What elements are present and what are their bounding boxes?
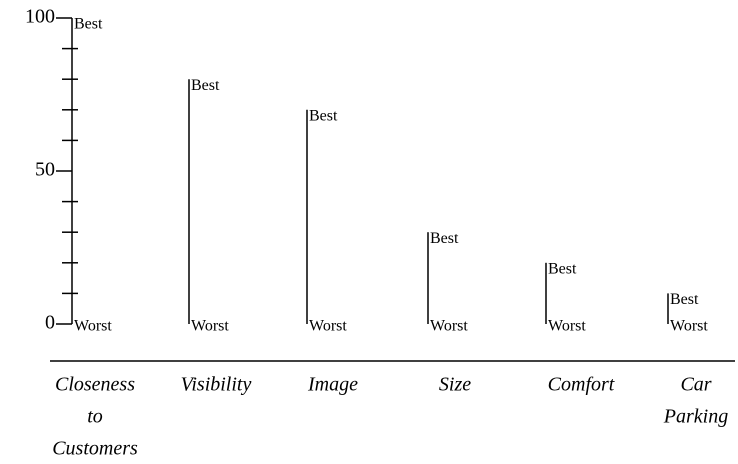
category-label: Closeness [55, 374, 135, 396]
worst-label: Worst [309, 318, 347, 335]
best-label: Best [309, 107, 338, 124]
worst-label: Worst [191, 318, 229, 335]
worst-label: Worst [548, 318, 586, 335]
category-label: Parking [663, 406, 728, 428]
best-label: Best [548, 260, 577, 277]
worst-label: Worst [670, 318, 708, 335]
y-tick-label: 0 [45, 312, 55, 334]
category-label: Customers [52, 438, 138, 460]
worst-label: Worst [74, 318, 112, 335]
best-label: Best [191, 77, 220, 94]
category-label: Image [307, 374, 358, 396]
category-label: Visibility [181, 374, 252, 396]
category-label: Car [680, 374, 711, 396]
category-label: Size [439, 374, 471, 396]
best-label: Best [74, 16, 103, 33]
worst-label: Worst [430, 318, 468, 335]
category-label: Comfort [548, 374, 615, 396]
best-label: Best [430, 230, 459, 247]
y-tick-label: 50 [35, 159, 55, 181]
y-tick-label: 100 [25, 6, 55, 28]
best-label: Best [670, 291, 699, 308]
category-label: to [87, 406, 103, 428]
